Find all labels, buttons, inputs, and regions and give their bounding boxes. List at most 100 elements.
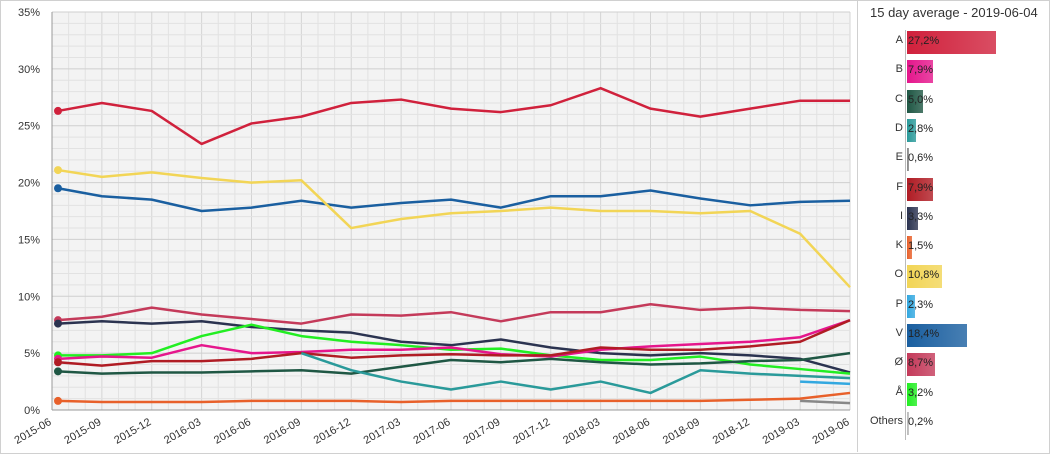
average-value: 10,8% [908, 269, 940, 282]
party-label: F [896, 180, 903, 193]
party-label: Others [869, 414, 903, 427]
average-row: Others 0,2% [858, 411, 1049, 435]
series-start-marker-K [54, 396, 62, 405]
y-tick-label: 5% [24, 348, 40, 360]
series-line-D [300, 351, 851, 395]
series-line-Ø [57, 302, 851, 325]
series-line-F [57, 319, 851, 367]
x-tick-label: 2015-12 [112, 416, 153, 447]
average-bar [907, 236, 912, 260]
x-tick-label: 2016-03 [162, 416, 203, 447]
average-row: O 10,8% [858, 264, 1049, 289]
party-label: Ø [894, 356, 903, 369]
average-bar [907, 324, 968, 347]
series-line-B [57, 318, 851, 361]
party-label: A [895, 34, 903, 46]
average-bar [907, 206, 918, 230]
average-bar [907, 353, 936, 377]
average-value: 7,9% [908, 64, 934, 77]
average-value: 1,5% [908, 240, 934, 253]
average-bar [907, 31, 996, 54]
series-line-Å [58, 323, 851, 375]
x-tick-label: 2019-03 [761, 416, 802, 447]
average-bar [907, 148, 909, 172]
party-label: V [895, 327, 903, 339]
x-tick-label: 2019-06 [811, 416, 852, 447]
average-value: 8,7% [908, 357, 934, 370]
series-line-I [57, 320, 851, 374]
polling-line-chart: 0% 5% 10% 15% 20% 25% 30% 35% 2015-06 2015-09 2015… [13, 7, 852, 447]
party-label: I [899, 209, 903, 222]
average-bar [907, 265, 943, 289]
party-label: K [895, 239, 903, 252]
average-row: F 7,9% [858, 177, 1049, 201]
x-tick-label: 2018-09 [661, 416, 702, 447]
x-tick-label: 2015-09 [62, 416, 103, 447]
x-tick-label: 2017-09 [461, 416, 502, 447]
party-label: O [894, 268, 903, 281]
average-row: V 18,4% [858, 323, 1049, 347]
series-line-C [57, 351, 851, 375]
average-value: 0,2% [908, 415, 934, 428]
average-bar [907, 294, 915, 318]
party-label: C [895, 92, 903, 105]
average-bar [907, 411, 909, 435]
average-value: 3,3% [908, 210, 934, 223]
average-row: D 2,8% [858, 118, 1049, 142]
party-label: Å [895, 385, 903, 398]
y-tick-label: 0% [24, 405, 40, 417]
average-row: Ø 8,7% [858, 352, 1049, 377]
average-row: C 5,0% [858, 89, 1049, 113]
x-tick-label: 2016-06 [212, 416, 253, 447]
average-value: 2,3% [908, 298, 934, 311]
x-tick-label: 2017-06 [412, 416, 453, 447]
average-bar [907, 89, 924, 113]
average-value: 18,4% [908, 328, 940, 340]
x-tick-label: 2018-03 [561, 416, 602, 447]
series-start-marker-C [54, 367, 62, 376]
average-panel: 15 day average - 2019-06-04 A 27,2% B 7,9% C… [857, 0, 1049, 452]
y-tick-label: 15% [18, 234, 40, 246]
series-start-marker-O [54, 166, 62, 175]
series-line-O [57, 168, 851, 289]
x-tick-label: 2016-09 [262, 416, 303, 447]
series-line-V [57, 187, 851, 213]
average-value: 27,2% [908, 35, 940, 47]
average-row: E 0,6% [858, 147, 1049, 172]
average-bar [907, 60, 933, 84]
panel-title: 15 day average - 2019-06-04 [870, 5, 1038, 20]
average-value: 2,8% [908, 122, 934, 135]
average-row: K 1,5% [858, 235, 1049, 260]
series-line-K [57, 391, 851, 404]
average-row: A 27,2% [858, 30, 1049, 54]
average-bar [907, 118, 917, 142]
y-tick-label: 25% [18, 121, 40, 133]
party-label: B [895, 63, 903, 76]
x-tick-label: 2017-03 [362, 416, 403, 447]
average-value: 7,9% [908, 181, 934, 194]
average-row: B 7,9% [858, 59, 1049, 84]
series-start-marker-A [54, 106, 62, 115]
average-row: P 2,3% [858, 294, 1049, 318]
average-row: I 3,3% [858, 206, 1049, 230]
series-start-marker-F [54, 358, 62, 367]
party-label: E [895, 151, 903, 164]
y-tick-label: 10% [18, 291, 40, 303]
average-bar [907, 382, 918, 406]
series-line-E [800, 399, 851, 405]
series-line-P [800, 380, 851, 386]
panel-axis-line [905, 30, 906, 440]
party-label: D [895, 121, 903, 134]
y-tick-label: 30% [18, 64, 40, 76]
x-tick-label: 2015-06 [13, 416, 54, 447]
series-line-A [57, 86, 850, 146]
average-value: 3,2% [908, 386, 934, 399]
average-value: 5,0% [908, 93, 934, 106]
average-value: 0,6% [908, 152, 934, 165]
series-start-marker-V [54, 184, 62, 193]
x-tick-label: 2016-12 [312, 416, 353, 447]
y-tick-label: 20% [18, 178, 40, 190]
average-bar [907, 177, 933, 201]
party-label: P [895, 297, 903, 310]
x-tick-label: 2018-06 [611, 416, 652, 447]
